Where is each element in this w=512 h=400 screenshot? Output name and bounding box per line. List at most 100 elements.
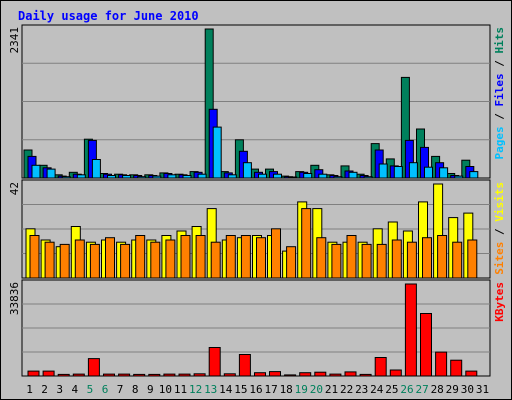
x-tick-label-day-27: 27 [415, 383, 428, 396]
bar-pages-day-25 [393, 166, 403, 179]
x-tick-label-day-20: 20 [310, 383, 323, 396]
bar-kbytes-day-3 [57, 373, 70, 377]
bar-sites-day-19 [301, 208, 312, 279]
x-tick-label-day-11: 11 [174, 383, 187, 396]
bar-kbytes-day-30 [465, 370, 478, 377]
bar-pages-day-3 [61, 176, 71, 179]
bar-sites-day-11 [180, 235, 191, 279]
bar-pages-day-12 [197, 173, 207, 179]
bar-pages-day-4 [76, 174, 86, 179]
legend-bottom: KBytes [493, 282, 506, 322]
bar-kbytes-day-4 [72, 373, 85, 377]
x-tick-label-day-16: 16 [249, 383, 262, 396]
bar-pages-day-10 [167, 174, 177, 179]
bar-kbytes-day-6 [103, 373, 115, 377]
x-tick-label-day-22: 22 [340, 383, 353, 396]
legend-top: Pages / Files / Hits [493, 27, 506, 160]
bar-sites-day-9 [150, 241, 161, 279]
bar-kbytes-day-17 [269, 371, 281, 377]
x-tick-label-day-9: 9 [147, 383, 154, 396]
x-tick-label-day-12: 12 [189, 383, 202, 396]
x-tick-label-day-26: 26 [400, 383, 413, 396]
legend-separator: / [493, 54, 506, 74]
bar-sites-day-8 [135, 235, 146, 279]
bar-kbytes-day-16 [254, 372, 266, 377]
bar-pages-day-24 [378, 163, 388, 179]
bar-sites-day-1 [29, 235, 40, 279]
chart-title: Daily usage for June 2010 [18, 9, 199, 23]
bar-kbytes-day-8 [133, 373, 146, 377]
bar-kbytes-day-26 [404, 283, 417, 377]
bar-sites-day-27 [422, 237, 432, 279]
x-tick-label-day-2: 2 [41, 383, 48, 396]
x-tick-label-day-7: 7 [117, 383, 124, 396]
bar-pages-day-8 [137, 176, 147, 179]
bar-sites-day-22 [346, 235, 357, 279]
x-tick-label-day-29: 29 [446, 383, 459, 396]
bar-pages-day-20 [318, 173, 328, 179]
legend-entry-hits: Hits [493, 27, 506, 54]
bar-pages-day-1 [31, 164, 41, 179]
bar-pages-day-14 [227, 174, 237, 179]
x-tick-label-day-17: 17 [264, 383, 277, 396]
x-tick-label-day-14: 14 [219, 383, 233, 396]
legend-entry-kbytes: KBytes [493, 282, 506, 322]
x-tick-label-day-25: 25 [385, 383, 398, 396]
chart-panels: 2341 Pages / Files / Hits 42 Sites / Visits… [8, 24, 506, 377]
y-max-label: 2341 [8, 27, 21, 54]
bar-pages-day-22 [348, 171, 358, 179]
bar-kbytes-day-29 [450, 359, 463, 377]
x-tick-label-day-30: 30 [461, 383, 474, 396]
bar-kbytes-day-14 [223, 373, 236, 377]
bar-pages-day-27 [424, 166, 433, 179]
bar-sites-day-18 [286, 246, 297, 279]
bar-kbytes-day-25 [389, 369, 402, 377]
bar-kbytes-day-15 [238, 354, 251, 377]
x-tick-label-day-13: 13 [204, 383, 217, 396]
bar-sites-day-23 [361, 243, 372, 279]
bar-kbytes-day-18 [284, 374, 297, 377]
bar-kbytes-day-20 [314, 371, 327, 377]
bar-sites-day-24 [376, 243, 387, 279]
bar-pages-day-15 [242, 162, 252, 179]
bar-kbytes-day-12 [193, 373, 206, 377]
x-tick-label-day-4: 4 [71, 383, 78, 396]
bar-kbytes-day-10 [163, 373, 176, 377]
bar-kbytes-day-1 [27, 370, 40, 377]
bar-pages-day-5 [91, 159, 101, 179]
x-tick-label-day-15: 15 [234, 383, 247, 396]
x-tick-label-day-28: 28 [431, 383, 444, 396]
bar-pages-day-11 [182, 175, 192, 179]
legend-separator: / [493, 107, 506, 127]
bar-sites-day-16 [256, 237, 266, 279]
legend-entry-visits: Visits [493, 182, 506, 222]
bar-sites-day-20 [316, 237, 327, 279]
bar-kbytes-day-5 [87, 358, 100, 377]
bar-pages-day-28 [439, 167, 449, 179]
bar-sites-day-5 [89, 243, 100, 279]
bar-kbytes-day-9 [148, 373, 161, 377]
bar-pages-day-17 [273, 173, 282, 179]
bar-sites-day-7 [120, 243, 131, 279]
bar-sites-day-2 [44, 241, 55, 279]
x-tick-label-day-1: 1 [26, 383, 33, 396]
bar-sites-day-12 [195, 235, 206, 279]
bar-sites-day-10 [165, 239, 176, 279]
bar-pages-day-16 [258, 173, 267, 179]
bar-kbytes-day-2 [42, 370, 55, 377]
bar-sites-day-29 [452, 241, 463, 279]
bar-pages-day-23 [363, 176, 373, 179]
bar-kbytes-day-23 [359, 373, 372, 377]
bar-sites-day-3 [59, 243, 70, 279]
legend-entry-files: Files [493, 73, 506, 106]
bar-kbytes-day-27 [420, 313, 432, 377]
bar-sites-day-21 [331, 243, 342, 279]
bar-kbytes-day-11 [178, 373, 191, 377]
bar-sites-day-6 [105, 237, 115, 279]
bar-kbytes-day-19 [299, 372, 312, 377]
bar-pages-day-19 [303, 173, 313, 179]
bar-pages-day-18 [288, 176, 298, 179]
bar-kbytes-day-21 [329, 373, 342, 377]
bar-pages-day-9 [152, 175, 162, 179]
